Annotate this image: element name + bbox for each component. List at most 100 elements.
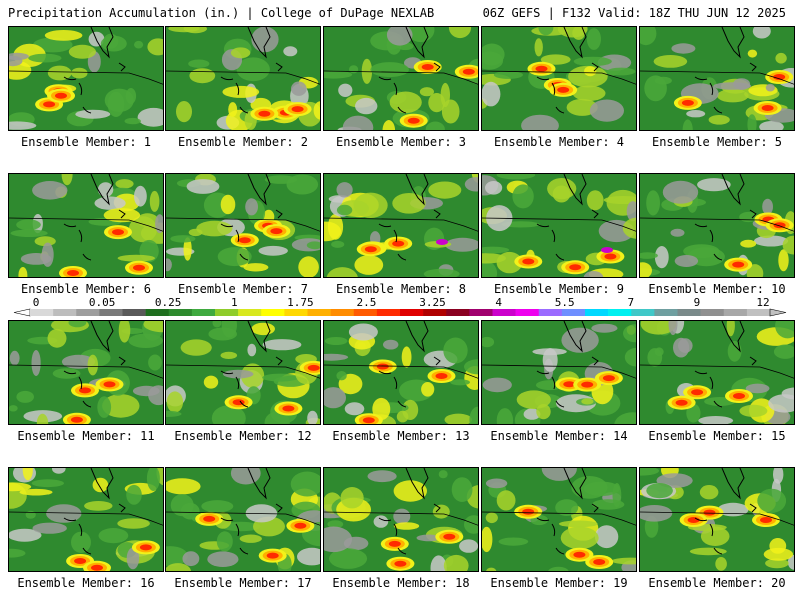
color-scale-tick-label: 1.75 (287, 296, 314, 309)
panel-label: Ensemble Member: 11 (17, 429, 155, 443)
color-scale-swatch (654, 309, 678, 316)
color-scale-tick-label: 3.25 (419, 296, 446, 309)
color-scale-swatch (261, 309, 285, 316)
ensemble-map-4 (481, 26, 637, 131)
panel-label: Ensemble Member: 17 (174, 576, 312, 590)
precip-field (166, 468, 320, 571)
panel-label: Ensemble Member: 14 (490, 429, 628, 443)
color-scale-swatch (631, 309, 655, 316)
precip-field (166, 27, 320, 130)
ensemble-map-12 (165, 320, 321, 425)
precip-field (482, 27, 636, 130)
color-scale-swatch (515, 309, 540, 316)
ensemble-map-10 (639, 173, 795, 278)
chart-title: Precipitation Accumulation (in.) | Colle… (8, 6, 435, 20)
ensemble-map-6 (8, 173, 164, 278)
panel-label: Ensemble Member: 16 (17, 576, 155, 590)
panel-label: Ensemble Member: 10 (648, 282, 786, 296)
ensemble-map-20 (639, 467, 795, 572)
color-scale-swatch (168, 309, 193, 316)
color-scale-swatch (238, 309, 262, 316)
color-scale-swatch (585, 309, 609, 316)
precip-field (640, 174, 794, 277)
precip-field (482, 468, 636, 571)
color-scale-swatch (99, 309, 123, 316)
color-scale-swatch (353, 309, 378, 316)
color-scale-swatch (284, 309, 308, 316)
precip-field (324, 27, 478, 130)
color-scale-swatch (76, 309, 100, 316)
panel-label: Ensemble Member: 1 (20, 135, 152, 149)
color-scale-swatch (723, 309, 748, 316)
panel-label: Ensemble Member: 7 (177, 282, 309, 296)
color-scale-swatch (376, 309, 401, 316)
color-scale-tick-label: 5.5 (554, 296, 575, 309)
panel-label: Ensemble Member: 6 (20, 282, 152, 296)
ensemble-map-2 (165, 26, 321, 131)
precip-field (9, 174, 163, 277)
color-scale-swatch (307, 309, 331, 316)
color-scale-tick-label: 7 (627, 296, 635, 309)
precip-field (640, 321, 794, 424)
precip-field (482, 321, 636, 424)
panel-label: Ensemble Member: 2 (177, 135, 309, 149)
color-scale-swatch (561, 309, 586, 316)
color-scale-swatch (608, 309, 632, 316)
color-scale-swatch (746, 309, 771, 316)
ensemble-map-19 (481, 467, 637, 572)
color-scale-swatch (469, 309, 493, 316)
ensemble-map-8 (323, 173, 479, 278)
ensemble-map-5 (639, 26, 795, 131)
panel-label: Ensemble Member: 3 (335, 135, 467, 149)
precip-field (482, 174, 636, 277)
panel-label: Ensemble Member: 4 (493, 135, 625, 149)
color-scale-swatch (53, 309, 77, 316)
ensemble-map-11 (8, 320, 164, 425)
ensemble-map-18 (323, 467, 479, 572)
color-scale-tick-label: 9 (693, 296, 701, 309)
panel-label: Ensemble Member: 12 (174, 429, 312, 443)
ensemble-map-15 (639, 320, 795, 425)
color-scale-bar (13, 308, 787, 317)
panel-label: Ensemble Member: 15 (648, 429, 786, 443)
precip-field (166, 174, 320, 277)
color-scale-tick-label: 12 (756, 296, 770, 309)
ensemble-map-7 (165, 173, 321, 278)
panel-label: Ensemble Member: 19 (490, 576, 628, 590)
precip-field (9, 468, 163, 571)
color-scale-swatch (145, 309, 170, 316)
panel-label: Ensemble Member: 5 (651, 135, 783, 149)
color-scale-swatch (330, 309, 355, 316)
color-scale-swatch (538, 309, 563, 316)
color-scale-tick-label: 1 (230, 296, 238, 309)
precip-field (9, 321, 163, 424)
color-scale-tick-label: 0.05 (88, 296, 116, 309)
panel-label: Ensemble Member: 9 (493, 282, 625, 296)
color-scale-swatch (700, 309, 725, 316)
precip-field (640, 468, 794, 571)
color-scale-swatch (400, 309, 424, 316)
color-scale-legend: 0 0.05 0.25 1 1.75 2.5 3.25 4 5.5 7 9 12 (0, 294, 800, 320)
precip-field (166, 321, 320, 424)
precip-field (324, 468, 478, 571)
color-scale-tick-label: 0 (32, 296, 40, 309)
ensemble-map-14 (481, 320, 637, 425)
color-scale-swatch (677, 309, 701, 316)
ensemble-map-1 (8, 26, 164, 131)
precip-field (324, 174, 478, 277)
color-scale-swatch (446, 309, 470, 316)
color-scale-swatch (215, 309, 239, 316)
color-scale-swatch (30, 309, 54, 316)
panel-label: Ensemble Member: 13 (332, 429, 470, 443)
precip-field (640, 27, 794, 130)
ensemble-map-13 (323, 320, 479, 425)
precip-field (9, 27, 163, 130)
color-scale-tick-label: 0.25 (154, 296, 182, 309)
ensemble-map-16 (8, 467, 164, 572)
panel-label: Ensemble Member: 8 (335, 282, 467, 296)
precip-field (324, 321, 478, 424)
ensemble-map-9 (481, 173, 637, 278)
ensemble-map-3 (323, 26, 479, 131)
ensemble-map-17 (165, 467, 321, 572)
color-scale-swatch (423, 309, 447, 316)
